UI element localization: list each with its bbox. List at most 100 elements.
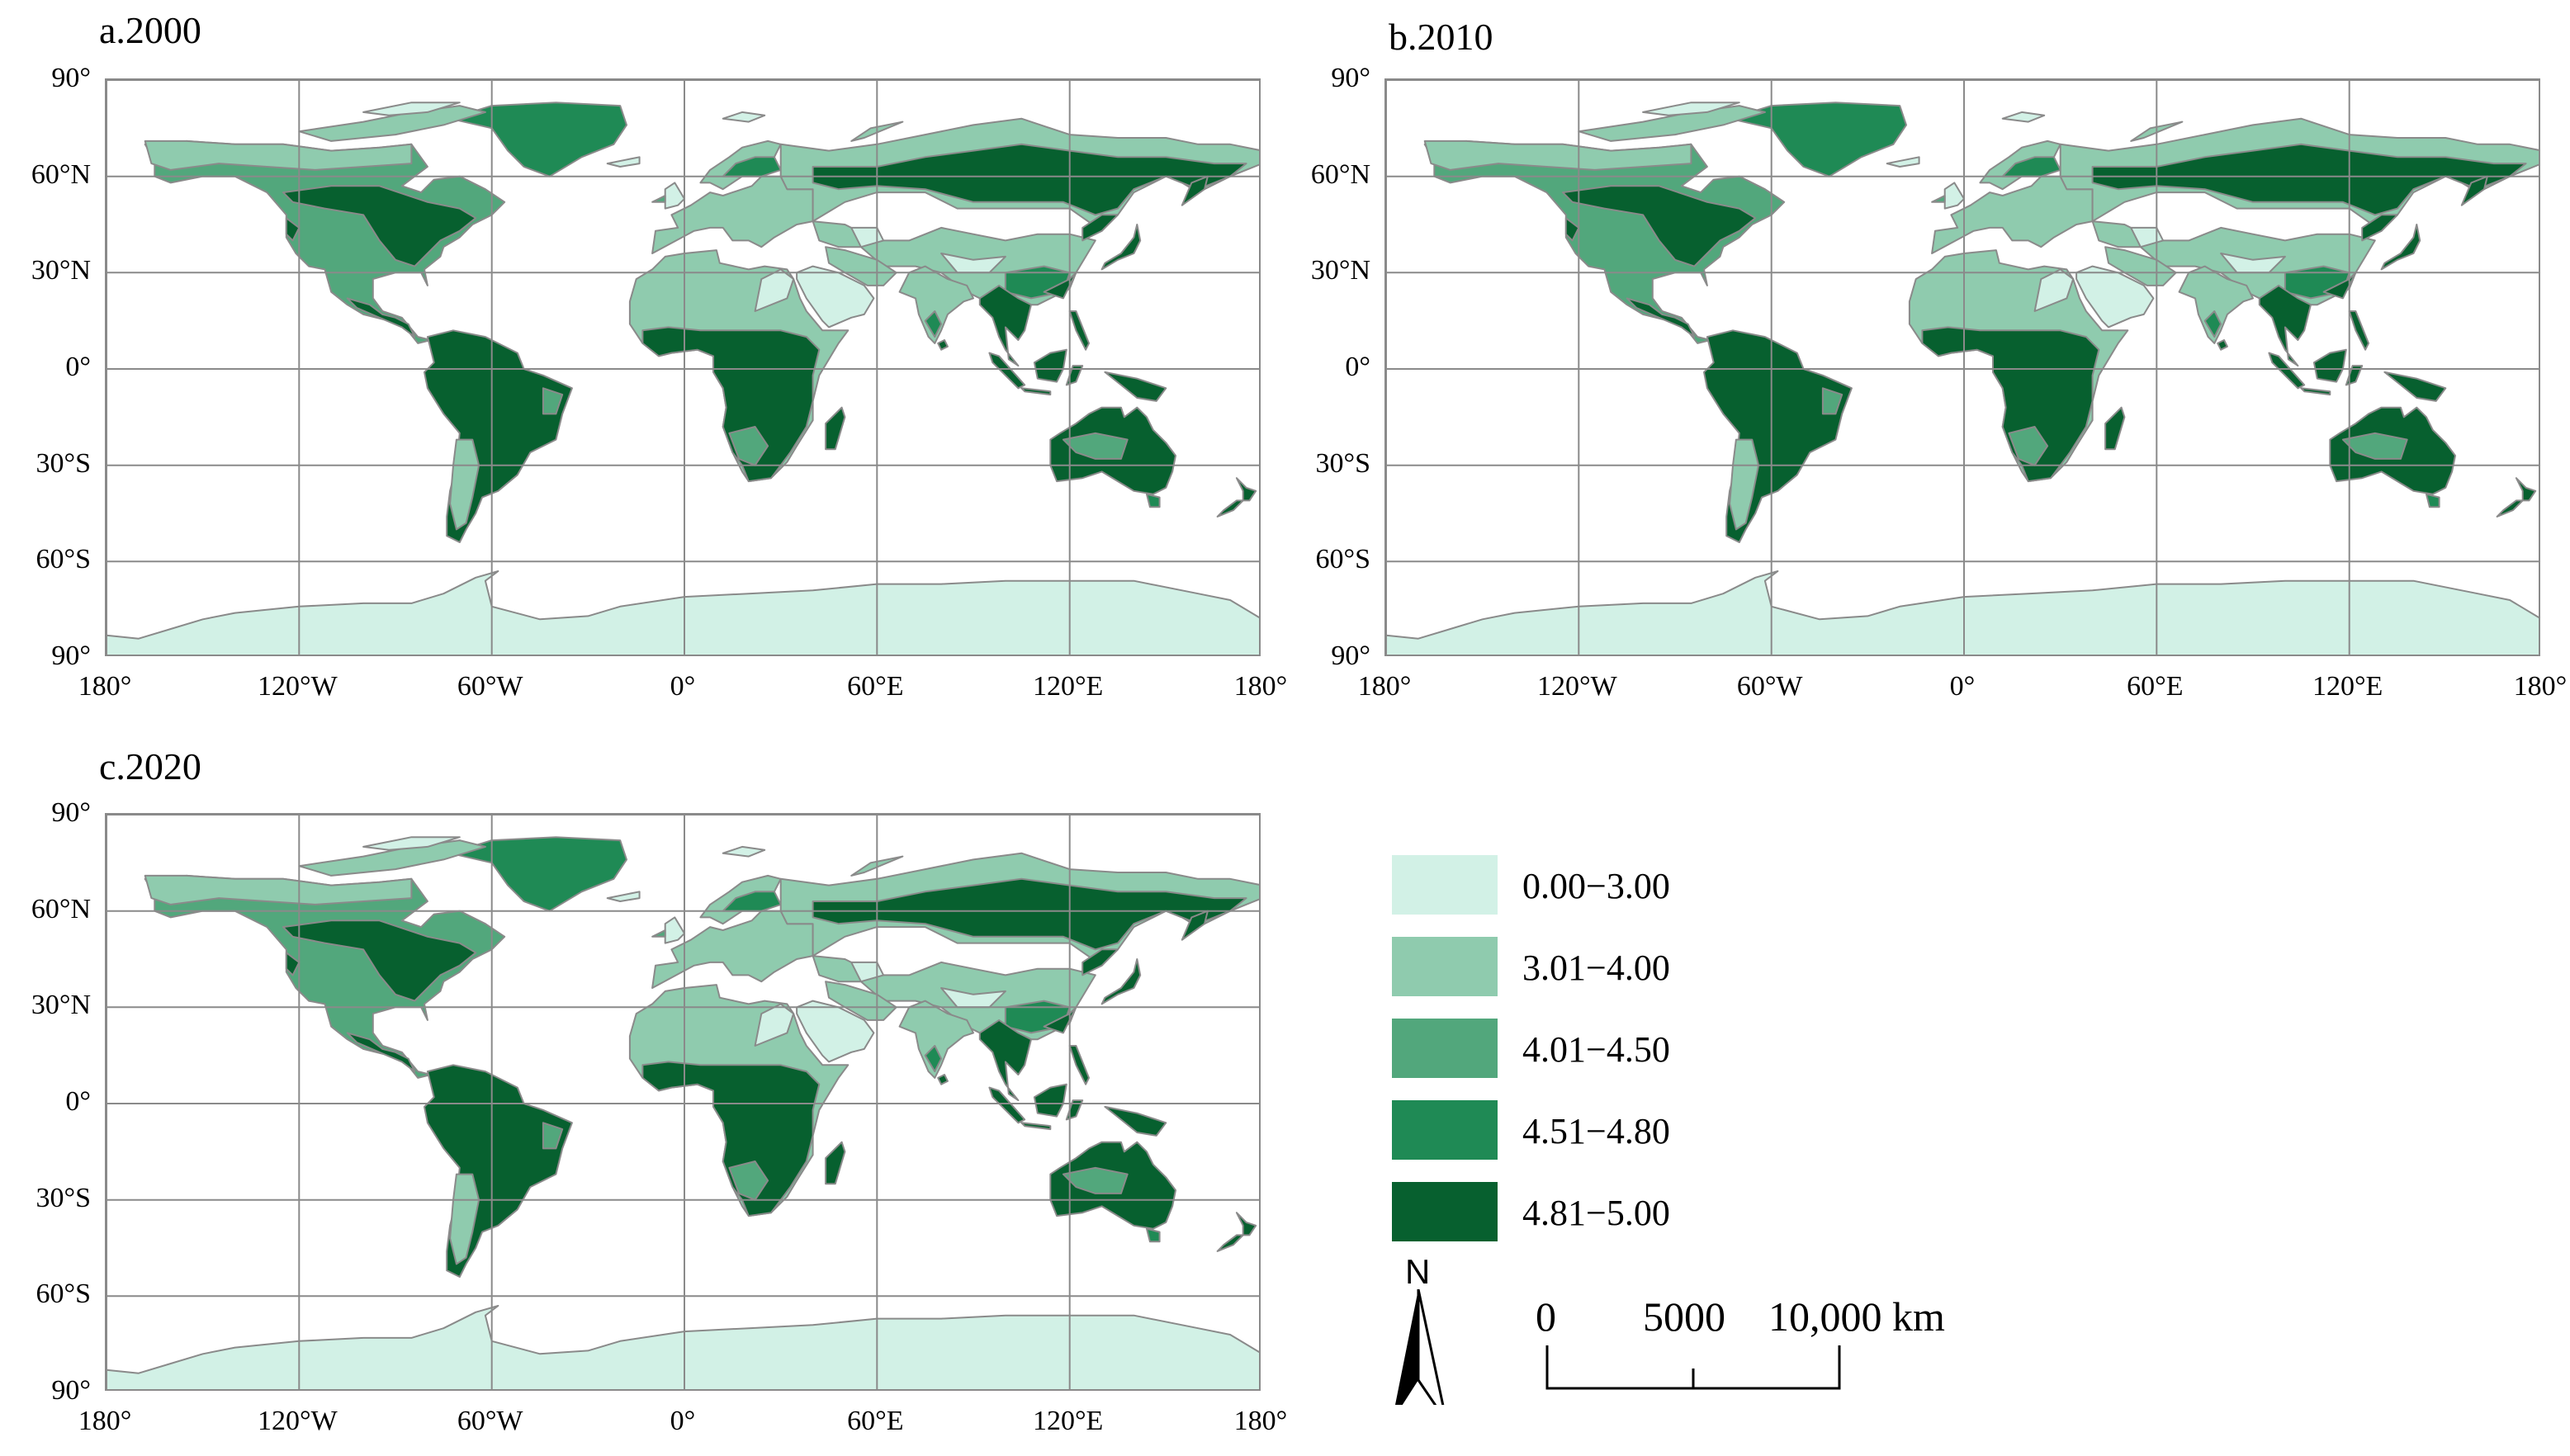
land-region: [1578, 105, 1766, 142]
land-region: [812, 143, 1247, 216]
land-region: [449, 836, 627, 912]
land-region: [898, 265, 974, 344]
longitude-label: 60°E: [847, 1406, 904, 1436]
land-region: [2426, 493, 2440, 508]
land-region: [1104, 1105, 1167, 1137]
map-frame: [105, 78, 1261, 656]
land-region: [1020, 1122, 1052, 1131]
world-map: [1386, 80, 2539, 655]
land-region: [606, 156, 641, 168]
land-region: [1081, 214, 1119, 242]
longitude-label: 180°: [1357, 671, 1412, 702]
legend-swatch: [1392, 1100, 1498, 1160]
legend-label: 4.81−5.00: [1522, 1193, 1670, 1233]
scale-label-0: 0: [1536, 1293, 1556, 1340]
land-region: [1626, 297, 1696, 338]
legend-label: 3.01−4.00: [1522, 948, 1670, 988]
latitude-label: 0°: [65, 352, 91, 382]
land-region: [1100, 224, 1142, 271]
land-region: [1146, 493, 1161, 508]
latitude-label: 30°S: [1315, 447, 1370, 479]
longitude-label: 120°E: [1032, 1406, 1104, 1436]
longitude-label: 180°: [1233, 1406, 1288, 1436]
legend-label: 4.01−4.50: [1522, 1029, 1670, 1070]
land-region: [937, 1074, 949, 1085]
land-region: [940, 987, 1006, 1009]
latitude-label: 60°S: [1315, 544, 1370, 575]
land-region: [1886, 156, 1920, 168]
longitude-label: 120°E: [2312, 671, 2383, 702]
land-region: [978, 1019, 1032, 1102]
land-region: [1386, 570, 2539, 655]
land-region: [728, 1161, 769, 1201]
land-region: [825, 246, 897, 286]
latitude-label: 30°N: [31, 990, 91, 1021]
north-arrow-icon: [1395, 1289, 1445, 1405]
land-region: [2341, 432, 2408, 460]
land-region: [796, 265, 875, 329]
land-region: [106, 1305, 1259, 1389]
land-region: [1216, 1234, 1244, 1252]
north-arrow: N: [1389, 1255, 1455, 1405]
map-frame: [105, 813, 1261, 1391]
land-region: [2033, 268, 2075, 312]
land-region: [728, 426, 769, 466]
panel-title: b.2010: [1389, 16, 1493, 58]
longitude-label: 60°W: [457, 1406, 523, 1436]
land-region: [298, 105, 486, 142]
land-region: [542, 387, 564, 415]
land-region: [988, 352, 1026, 390]
land-region: [2075, 265, 2155, 329]
land-region: [1104, 371, 1167, 402]
land-region: [825, 406, 846, 451]
land-region: [449, 102, 627, 177]
land-region: [2217, 339, 2228, 351]
longitude-label: 60°E: [847, 671, 904, 702]
longitude-label: 0°: [670, 1406, 696, 1436]
longitude-label: 120°W: [1536, 671, 1617, 702]
land-region: [2268, 352, 2306, 390]
land-region: [664, 182, 685, 210]
scale-bar-line: [1545, 1345, 1841, 1390]
land-region: [1068, 1045, 1090, 1085]
land-region: [664, 916, 685, 944]
latitude-label: 60°N: [1310, 158, 1370, 190]
land-region: [2380, 224, 2421, 271]
land-region: [2091, 143, 2527, 216]
land-region: [2383, 371, 2447, 402]
land-region: [796, 1000, 875, 1063]
land-region: [651, 195, 666, 203]
legend-swatch: [1392, 1019, 1498, 1078]
land-region: [285, 217, 301, 242]
land-region: [1642, 102, 1740, 116]
legend-swatch: [1392, 937, 1498, 996]
land-region: [449, 1173, 480, 1265]
land-region: [898, 1000, 974, 1079]
longitude-label: 60°W: [457, 671, 523, 702]
land-region: [1216, 499, 1244, 518]
land-region: [1729, 102, 1907, 177]
land-region: [1062, 1166, 1129, 1194]
legend-label: 4.51−4.80: [1522, 1111, 1670, 1151]
latitude-label: 90°: [1331, 63, 1370, 93]
land-region: [346, 297, 416, 338]
land-region: [924, 1045, 943, 1073]
land-region: [754, 1003, 795, 1047]
latitude-label: 90°: [51, 1375, 91, 1406]
latitude-label: 60°N: [31, 158, 91, 190]
land-region: [1020, 387, 1052, 396]
land-region: [978, 284, 1032, 367]
scale-bar: 0 5000 10,000 km: [1536, 1296, 1998, 1395]
land-region: [1931, 195, 1946, 203]
latitude-label: 90°: [51, 797, 91, 828]
land-region: [2258, 284, 2312, 367]
land-region: [988, 1086, 1026, 1124]
legend-label: 0.00−3.00: [1522, 866, 1670, 906]
longitude-label: 120°W: [257, 1406, 338, 1436]
longitude-label: 180°: [78, 671, 132, 702]
land-region: [1561, 185, 1757, 267]
land-region: [2496, 499, 2524, 518]
land-region: [1564, 217, 1580, 242]
land-region: [2001, 111, 2046, 123]
longitude-label: 180°: [1233, 671, 1288, 702]
